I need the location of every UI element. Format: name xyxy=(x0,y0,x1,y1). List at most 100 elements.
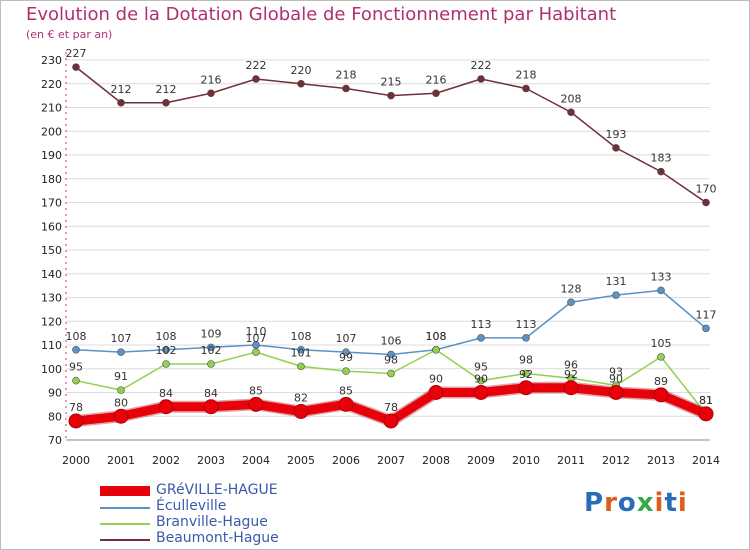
data-label: 107 xyxy=(111,332,132,345)
data-label: 78 xyxy=(384,401,398,414)
data-point xyxy=(338,396,354,412)
x-tick-label: 2003 xyxy=(197,454,225,467)
data-label: 220 xyxy=(291,64,312,77)
x-tick-label: 2008 xyxy=(422,454,450,467)
data-label: 212 xyxy=(156,83,177,96)
data-point xyxy=(387,350,395,359)
data-label: 108 xyxy=(426,330,447,343)
data-label: 108 xyxy=(156,330,177,343)
x-tick-label: 2009 xyxy=(467,454,495,467)
data-label: 109 xyxy=(201,327,222,340)
data-point xyxy=(567,298,575,307)
y-tick-label: 150 xyxy=(41,244,62,257)
data-point xyxy=(207,343,215,352)
data-point xyxy=(702,198,710,207)
data-point xyxy=(522,334,530,342)
y-tick-label: 210 xyxy=(41,102,62,115)
x-tick-label: 2004 xyxy=(242,454,270,467)
data-label: 85 xyxy=(339,384,353,397)
data-label: 117 xyxy=(696,308,717,321)
data-point xyxy=(522,84,530,93)
data-point xyxy=(72,376,80,385)
data-point xyxy=(162,98,170,107)
data-point xyxy=(428,385,444,400)
data-label: 227 xyxy=(66,47,87,60)
legend-swatch-greville-hague xyxy=(100,486,150,496)
data-point xyxy=(207,89,215,98)
data-point xyxy=(522,369,530,378)
data-label: 208 xyxy=(561,92,582,105)
data-point xyxy=(432,345,440,354)
data-point xyxy=(297,362,305,371)
data-label: 170 xyxy=(696,183,717,196)
data-point xyxy=(387,91,395,100)
x-tick-label: 2014 xyxy=(692,454,720,467)
chart-subtitle: (en € et par an) xyxy=(26,28,113,41)
data-label: 92 xyxy=(519,368,533,381)
data-point xyxy=(477,376,485,385)
data-label: 215 xyxy=(381,76,402,89)
chart-title: Evolution de la Dotation Globale de Fonc… xyxy=(26,4,617,25)
data-point xyxy=(297,345,305,354)
data-point xyxy=(608,385,624,400)
x-tick-label: 2002 xyxy=(152,454,180,467)
x-tick-label: 2010 xyxy=(512,454,540,467)
series-layer xyxy=(68,63,714,429)
logo-letter: x xyxy=(636,488,655,518)
data-label: 105 xyxy=(651,337,672,350)
data-point xyxy=(477,75,485,83)
data-label: 222 xyxy=(246,59,267,72)
y-tick-label: 180 xyxy=(41,173,62,186)
logo-letter: t xyxy=(664,488,678,518)
data-point xyxy=(248,396,264,412)
data-point xyxy=(117,98,125,107)
y-tick-label: 90 xyxy=(48,387,62,400)
data-point xyxy=(702,324,710,333)
data-label: 95 xyxy=(69,361,83,374)
x-tick-label: 2013 xyxy=(647,454,675,467)
proxiti-logo: Proxiti xyxy=(584,488,688,518)
data-point xyxy=(342,367,350,375)
legend-swatch-beaumont-hague xyxy=(100,539,150,541)
data-label: 216 xyxy=(426,73,447,86)
data-label: 90 xyxy=(609,373,623,386)
data-label: 108 xyxy=(291,330,312,343)
legend-label-eculleville: Éculleville xyxy=(156,498,227,514)
data-label: 81 xyxy=(699,394,713,407)
data-label: 81 xyxy=(699,394,713,407)
grid xyxy=(66,59,710,441)
data-point xyxy=(117,386,125,394)
legend-label-beaumont-hague: Beaumont-Hague xyxy=(156,530,279,546)
data-point xyxy=(342,84,350,93)
data-label: 108 xyxy=(426,330,447,343)
data-label: 216 xyxy=(201,73,222,86)
y-tick-label: 120 xyxy=(41,315,62,328)
data-point xyxy=(473,385,489,400)
x-tick-label: 2006 xyxy=(332,454,360,467)
logo-letter: o xyxy=(617,488,637,518)
y-tick-label: 170 xyxy=(41,197,62,210)
y-tick-label: 100 xyxy=(41,363,62,376)
data-label: 102 xyxy=(156,344,177,357)
y-tick-label: 140 xyxy=(41,268,62,281)
logo-letter: i xyxy=(654,488,665,518)
data-point xyxy=(203,399,219,415)
data-label: 133 xyxy=(651,270,672,283)
data-label: 92 xyxy=(564,368,578,381)
legend-swatch-branville-hague xyxy=(100,523,150,525)
data-point xyxy=(657,353,665,361)
data-point xyxy=(563,380,579,396)
data-point xyxy=(698,406,714,422)
data-label: 90 xyxy=(474,373,488,386)
data-point xyxy=(252,348,260,356)
data-label: 90 xyxy=(429,373,443,386)
data-label: 82 xyxy=(294,392,308,405)
data-label: 113 xyxy=(471,318,492,331)
data-label: 218 xyxy=(516,69,537,82)
x-tick-label: 2011 xyxy=(557,454,585,467)
data-label: 113 xyxy=(516,318,537,331)
data-label: 107 xyxy=(246,332,267,345)
data-label: 93 xyxy=(609,365,623,378)
data-point xyxy=(72,63,80,71)
